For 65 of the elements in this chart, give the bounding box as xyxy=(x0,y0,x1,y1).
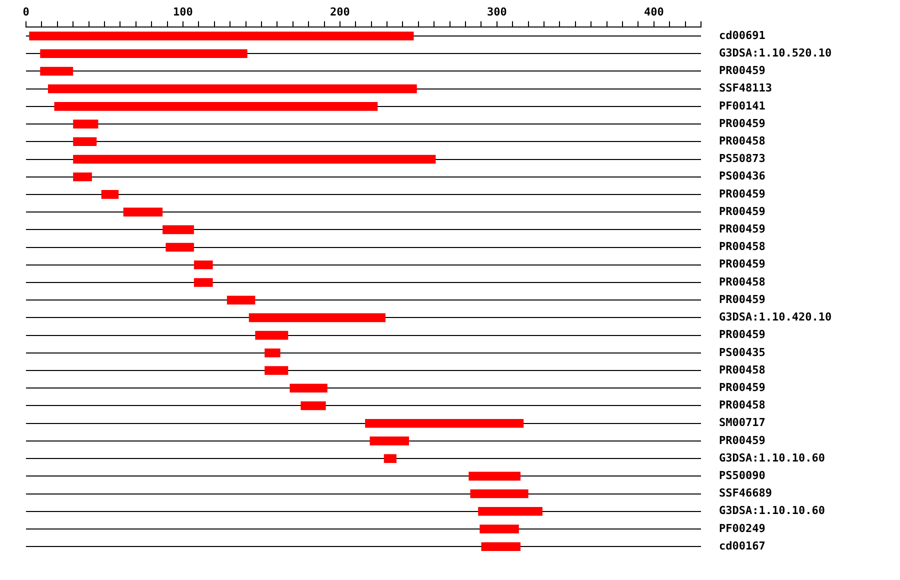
bar xyxy=(194,278,213,287)
y-tick-label: SSF48113 xyxy=(719,82,772,95)
y-tick-label: G3DSA:1.10.10.60 xyxy=(719,504,825,518)
bar xyxy=(480,524,519,534)
bar xyxy=(290,384,328,393)
y-tick-label: PR00459 xyxy=(719,380,766,394)
bar xyxy=(73,172,92,182)
y-tick-label: G3DSA:1.10.420.10 xyxy=(719,310,832,324)
x-tick-label: 400 xyxy=(644,5,664,18)
bar xyxy=(40,66,74,76)
y-tick-label: SSF46689 xyxy=(719,486,772,500)
bar xyxy=(370,436,410,446)
y-tick-label: PR00459 xyxy=(719,204,766,218)
bar xyxy=(48,84,417,94)
y-tick-label: cd00167 xyxy=(719,539,766,552)
bar xyxy=(54,102,378,111)
y-tick-label: PR00458 xyxy=(719,398,766,412)
y-tick-label: PR00459 xyxy=(719,222,766,236)
bar xyxy=(194,260,213,270)
y-tick-label: PS00435 xyxy=(719,346,766,359)
bar xyxy=(123,208,163,216)
y-tick-label: PS50090 xyxy=(719,469,766,482)
bar xyxy=(365,418,524,428)
y-tick-label: PF00249 xyxy=(719,522,766,535)
y-tick-label: SM00717 xyxy=(719,416,766,430)
bar xyxy=(101,190,119,199)
bar xyxy=(162,225,194,234)
y-tick-label: G3DSA:1.10.520.10 xyxy=(719,46,832,60)
bar xyxy=(470,489,528,498)
bar xyxy=(40,49,248,58)
y-tick-label: PS50873 xyxy=(719,152,766,166)
bar xyxy=(481,542,520,551)
y-tick-label: cd00691 xyxy=(719,28,766,42)
y-tick-label: PS00436 xyxy=(719,170,766,183)
x-tick-label: 200 xyxy=(330,5,350,18)
y-tick-label: PR00459 xyxy=(719,64,766,78)
bar xyxy=(384,454,396,463)
y-tick-label: PR00458 xyxy=(719,363,766,376)
y-tick-label: PR00459 xyxy=(719,187,766,200)
bar xyxy=(264,366,288,375)
bar xyxy=(73,120,98,128)
x-tick-label: 0 xyxy=(22,5,30,18)
bar xyxy=(73,137,97,146)
bar xyxy=(226,296,256,305)
y-tick-label: PR00458 xyxy=(719,134,766,148)
bar xyxy=(255,330,288,340)
bar xyxy=(300,401,326,410)
y-tick-label: PR00459 xyxy=(719,258,766,271)
y-tick-label: PF00141 xyxy=(719,99,766,112)
x-tick-label: 100 xyxy=(173,5,193,18)
y-tick-label: PR00459 xyxy=(719,434,766,447)
bar xyxy=(73,154,436,164)
x-tick-label: 300 xyxy=(486,5,507,18)
bar xyxy=(29,32,414,40)
bar xyxy=(248,313,386,322)
y-tick-label: G3DSA:1.10.10.60 xyxy=(719,451,825,464)
y-tick-label: PR00459 xyxy=(719,328,766,342)
bar xyxy=(166,242,194,252)
y-tick-label: PR00458 xyxy=(719,240,766,254)
y-tick-label: PR00458 xyxy=(719,275,766,288)
bar xyxy=(478,506,542,516)
bar xyxy=(468,472,520,481)
bar xyxy=(264,348,280,358)
y-tick-label: PR00459 xyxy=(719,292,766,306)
y-tick-label: PR00459 xyxy=(719,116,766,130)
